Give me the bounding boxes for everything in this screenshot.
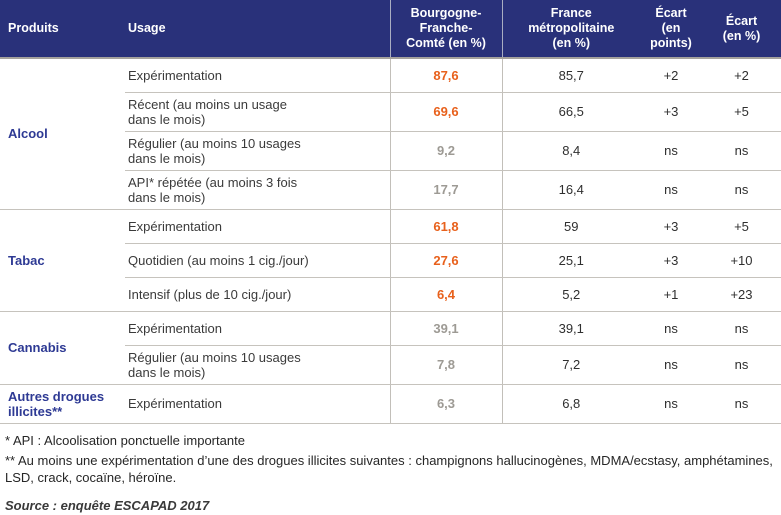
bfc-value-cell: 9,2 (389, 131, 503, 171)
france-value-cell: 66,5 (502, 92, 640, 132)
ecart-pct-cell: +5 (702, 92, 781, 132)
ecart-pct-cell: ns (702, 345, 781, 385)
france-value-cell: 59 (502, 209, 640, 244)
table-row: Autres drogues illicites** Expérimentatio… (0, 384, 781, 424)
usage-cell: Quotidien (au moins 1 cig./jour) (125, 243, 390, 278)
bfc-value-cell: 17,7 (389, 170, 503, 210)
column-header-france-metropolitaine: France métropolitaine (en %) (502, 0, 640, 59)
column-header-usage: Usage (125, 0, 390, 59)
footnote-api: * API : Alcoolisation ponctuelle importa… (5, 432, 245, 448)
ecart-points-cell: +2 (640, 58, 702, 93)
product-cell: Alcool (0, 58, 125, 210)
ecart-points-cell: +1 (640, 277, 702, 312)
table-row: Tabac Expérimentation 61,8 59 +3 +5 (0, 209, 781, 312)
table-row: Alcool Expérimentation 87,6 85,7 +2 +2 (0, 58, 781, 210)
bfc-value-cell: 87,6 (389, 58, 503, 93)
ecart-pct-cell: ns (702, 311, 781, 346)
bfc-value-cell: 7,8 (389, 345, 503, 385)
ecart-pct-cell: +5 (702, 209, 781, 244)
column-header-ecart-points: Écart (en points) (640, 0, 702, 59)
ecart-pct-cell: +23 (702, 277, 781, 312)
usage-cell: Expérimentation (125, 58, 390, 93)
product-cell: Tabac (0, 209, 125, 312)
bfc-value-cell: 39,1 (389, 311, 503, 346)
france-value-cell: 5,2 (502, 277, 640, 312)
column-header-ecart-pct: Écart (en %) (702, 0, 781, 59)
usage-cell: Expérimentation (125, 384, 390, 424)
usage-cell: Régulier (au moins 10 usages dans le moi… (125, 345, 390, 385)
table-row: Régulier (au moins 10 usages dans le moi… (0, 345, 781, 385)
ecart-pct-cell: ns (702, 170, 781, 210)
bfc-value-cell: 6,4 (389, 277, 503, 312)
column-header-bourgogne-franche-comte: Bourgogne- Franche- Comté (en %) (389, 0, 503, 59)
bfc-value-cell: 6,3 (389, 384, 503, 424)
bfc-value-cell: 69,6 (389, 92, 503, 132)
product-cell: Cannabis (0, 311, 125, 385)
table-row: API* répétée (au moins 3 fois dans le mo… (0, 170, 781, 210)
table-row: Cannabis Expérimentation 39,1 39,1 ns ns (0, 311, 781, 385)
usage-cell: Expérimentation (125, 209, 390, 244)
france-value-cell: 25,1 (502, 243, 640, 278)
france-value-cell: 85,7 (502, 58, 640, 93)
table-body: Alcool Expérimentation 87,6 85,7 +2 +2 Récent … (0, 58, 781, 424)
ecart-points-cell: +3 (640, 92, 702, 132)
ecart-points-cell: +3 (640, 243, 702, 278)
ecart-points-cell: +3 (640, 209, 702, 244)
usage-cell: Expérimentation (125, 311, 390, 346)
france-value-cell: 6,8 (502, 384, 640, 424)
bfc-value-cell: 61,8 (389, 209, 503, 244)
ecart-pct-cell: +2 (702, 58, 781, 93)
table-row: Récent (au moins un usage dans le mois) 6… (0, 92, 781, 132)
header-row: Produits Usage Bourgogne- Franche- Comté… (0, 0, 781, 59)
footnotes: * API : Alcoolisation ponctuelle importa… (0, 424, 781, 515)
ecart-pct-cell: ns (702, 384, 781, 424)
ecart-points-cell: ns (640, 311, 702, 346)
source-note: Source : enquête ESCAPAD 2017 (5, 498, 210, 513)
france-value-cell: 16,4 (502, 170, 640, 210)
france-value-cell: 39,1 (502, 311, 640, 346)
bfc-value-cell: 27,6 (389, 243, 503, 278)
table-row: Quotidien (au moins 1 cig./jour) 27,6 25,1… (0, 243, 781, 278)
ecart-points-cell: ns (640, 345, 702, 385)
ecart-points-cell: ns (640, 170, 702, 210)
ecart-pct-cell: +10 (702, 243, 781, 278)
usage-cell: API* répétée (au moins 3 fois dans le mo… (125, 170, 390, 210)
ecart-pct-cell: ns (702, 131, 781, 171)
table-row: Intensif (plus de 10 cig./jour) 6,4 5,2 +1 +… (0, 277, 781, 312)
ecart-points-cell: ns (640, 384, 702, 424)
column-header-produits: Produits (0, 0, 125, 59)
france-value-cell: 8,4 (502, 131, 640, 171)
usage-cell: Intensif (plus de 10 cig./jour) (125, 277, 390, 312)
product-cell: Autres drogues illicites** (0, 384, 125, 424)
usage-cell: Récent (au moins un usage dans le mois) (125, 92, 390, 132)
footnote-illicit-drugs: ** Au moins une expérimentation d’une de… (5, 453, 773, 485)
usage-cell: Régulier (au moins 10 usages dans le moi… (125, 131, 390, 171)
table-row: Régulier (au moins 10 usages dans le moi… (0, 131, 781, 171)
table-header: Produits Usage Bourgogne- Franche- Comté… (0, 0, 781, 59)
ecart-points-cell: ns (640, 131, 702, 171)
france-value-cell: 7,2 (502, 345, 640, 385)
drug-use-comparison-table: Produits Usage Bourgogne- Franche- Comté… (0, 0, 781, 424)
